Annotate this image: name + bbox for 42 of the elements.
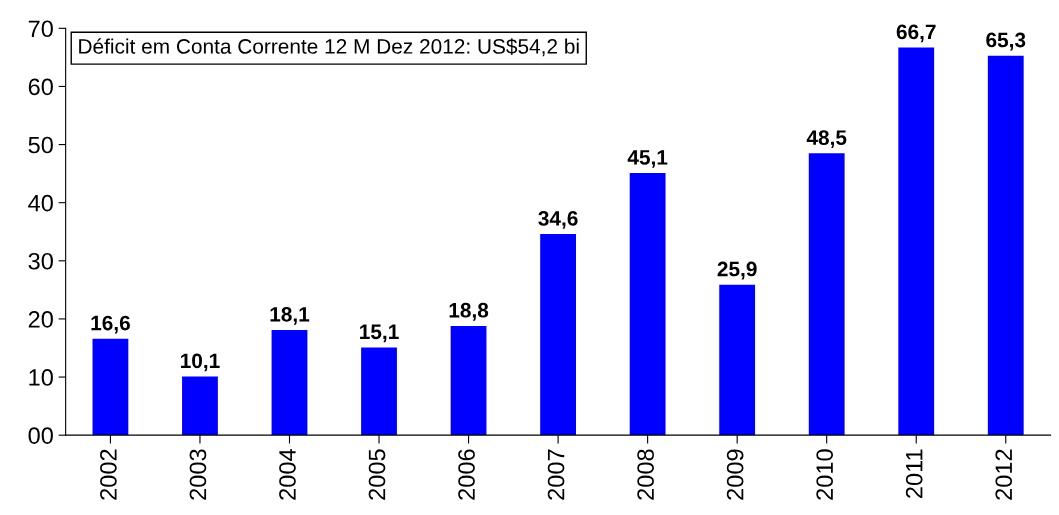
y-tick-label: 10: [29, 369, 53, 386]
x-tick-label: 2008: [637, 449, 654, 500]
x-tick-label: 2004: [279, 449, 296, 500]
bar: [987, 55, 1024, 436]
data-label: 18,8: [449, 302, 489, 321]
data-label: 65,3: [986, 32, 1026, 51]
annotation: Déficit em Conta Corrente 12 M Dez 2012: US$54,2 bi: [79, 38, 579, 57]
bar: [361, 347, 397, 436]
x-tick-label: 2012: [995, 449, 1013, 500]
bar: [719, 284, 756, 436]
data-label: 15,1: [360, 324, 399, 343]
y-tick-label: 60: [28, 78, 53, 96]
x-tick-label: 2002: [100, 449, 117, 500]
y-tick-label: 00: [28, 427, 53, 444]
bar: [898, 47, 935, 436]
data-label: 10,1: [181, 353, 220, 372]
y-tick-label: 20: [28, 311, 53, 328]
bar: [271, 329, 308, 436]
data-label: 18,1: [270, 306, 310, 325]
x-tick-label: 2007: [547, 449, 565, 500]
y-tick-label: 70: [28, 20, 53, 38]
data-label: 66,7: [896, 24, 936, 43]
data-label: 45,1: [627, 150, 668, 168]
x-tick-label: 2011: [905, 449, 923, 498]
x-tick-label: 2010: [816, 449, 834, 500]
y-tick-label: 30: [28, 252, 53, 270]
data-label: 16,6: [91, 315, 130, 334]
y-tick-label: 50: [28, 136, 53, 154]
data-label: 34,6: [538, 211, 578, 229]
bar: [182, 376, 218, 436]
data-label: 25,9: [717, 261, 757, 280]
x-tick-label: 2009: [726, 449, 744, 500]
y-tick-label: 40: [28, 194, 53, 212]
x-tick-label: 2005: [368, 449, 386, 500]
x-tick-label: 2003: [189, 449, 207, 500]
data-label: 48,5: [806, 130, 847, 149]
bar: [92, 338, 129, 436]
bar: [540, 234, 576, 436]
x-tick-label: 2006: [458, 449, 475, 500]
bar: [808, 153, 845, 436]
bar: [450, 325, 487, 436]
bar: [629, 173, 666, 436]
